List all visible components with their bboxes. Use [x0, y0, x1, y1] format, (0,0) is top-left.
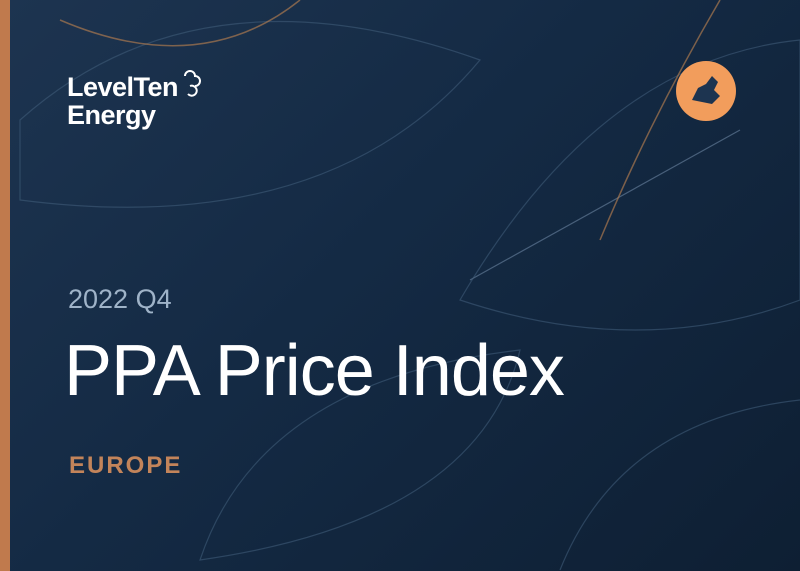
logo: LevelTen Energy	[67, 72, 179, 130]
period: 2022 Q4	[68, 284, 172, 314]
logo-line: Energy	[67, 100, 156, 130]
region: EUROPE	[69, 452, 183, 479]
side-stripe	[0, 0, 10, 571]
logo-line: LevelTen	[67, 72, 179, 102]
europe-icon	[692, 76, 720, 104]
title: PPA Price Index	[64, 331, 565, 411]
